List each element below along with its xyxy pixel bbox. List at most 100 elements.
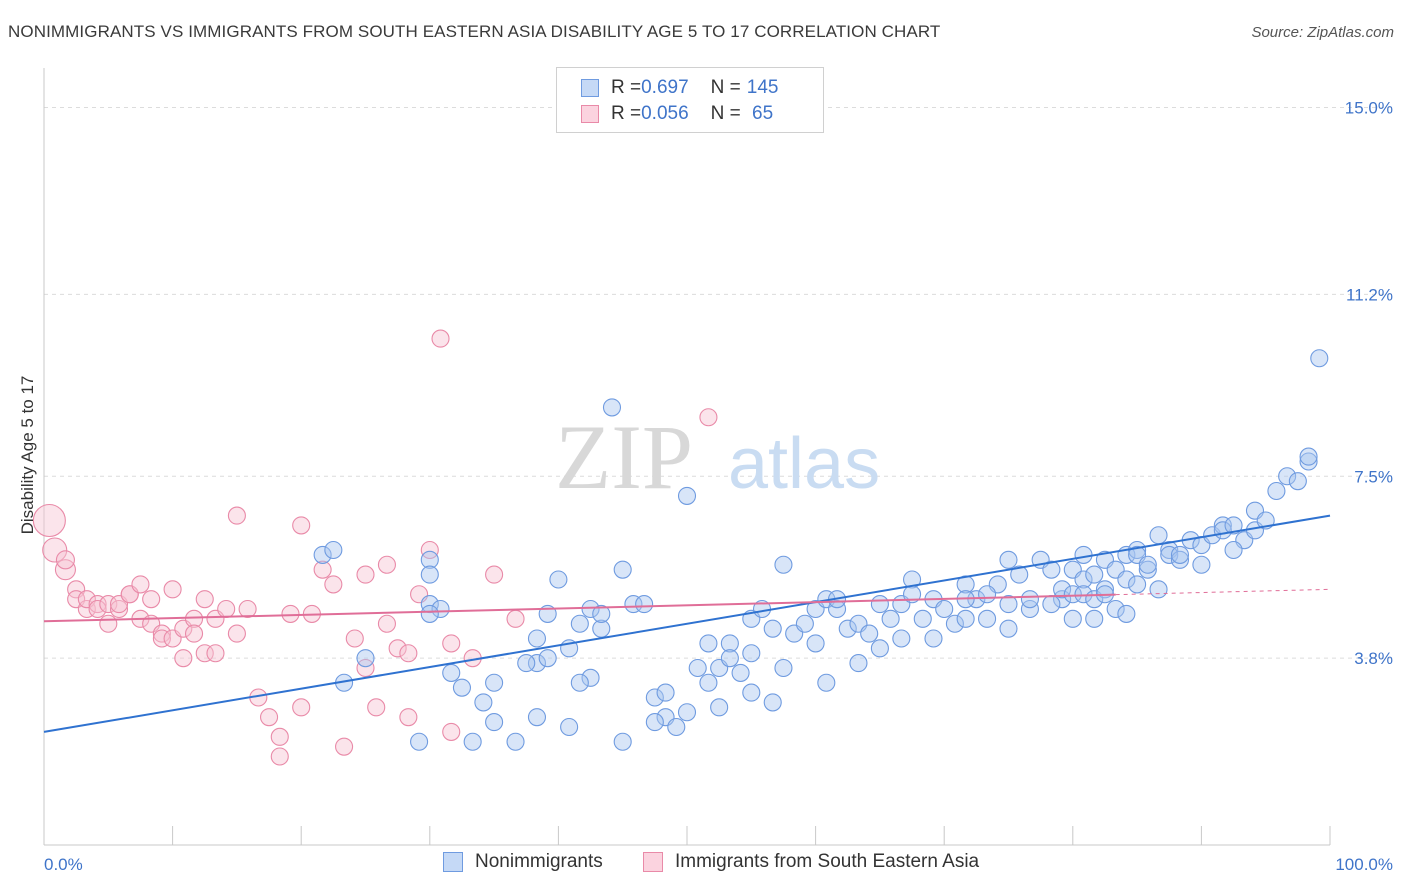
data-point [1278, 467, 1297, 486]
legend-row-nonimmigrants: R = 0.697 N = 145 [581, 76, 778, 100]
data-point [1106, 599, 1125, 619]
watermark-atlas: atlas [728, 424, 880, 504]
legend-label: Nonimmigrants [475, 851, 603, 872]
data-point [1299, 452, 1318, 471]
data-point [174, 649, 193, 668]
tick-labels: 3.8% 7.5% 11.2% 15.0% 0.0% 100.0% [44, 99, 1393, 875]
data-point [1224, 516, 1243, 535]
data-point [581, 599, 600, 619]
series-legend: Nonimmigrants Immigrants from South East… [0, 851, 1406, 877]
data-point [688, 658, 707, 678]
legend-n-value: 65 [746, 103, 774, 124]
data-point [1042, 595, 1061, 614]
data-point [924, 629, 943, 648]
data-point [1085, 565, 1104, 584]
data-point [420, 550, 439, 569]
data-point [1063, 609, 1082, 628]
data-point [109, 599, 129, 619]
y-tick-label: 11.2% [1346, 285, 1393, 304]
data-point [624, 595, 643, 614]
data-point [1267, 481, 1286, 501]
grid-lines [44, 107, 1395, 659]
data-point [538, 649, 557, 668]
data-point [1149, 526, 1168, 545]
trend-line-nonimmigrants [43, 514, 1331, 733]
data-point [431, 329, 450, 348]
y-tick-label: 7.5% [1354, 467, 1393, 486]
y-tick-label: 15.0% [1345, 99, 1393, 118]
data-point [1170, 550, 1190, 569]
data-point [560, 717, 579, 737]
data-point [870, 595, 889, 614]
data-point [1020, 599, 1039, 619]
x-tick-label: 0.0% [44, 855, 83, 874]
data-point [527, 629, 547, 648]
data-point [131, 575, 150, 594]
data-point [227, 624, 246, 643]
data-point [527, 654, 547, 673]
data-point [935, 599, 954, 619]
data-point [324, 575, 343, 594]
data-point [356, 658, 375, 678]
data-point [1074, 570, 1093, 589]
data-point [1095, 580, 1114, 599]
trend-lines [43, 514, 1331, 733]
data-point [710, 698, 729, 717]
data-point [1010, 565, 1029, 584]
data-point [99, 595, 118, 614]
data-point [1063, 585, 1082, 604]
data-point [442, 634, 461, 653]
data-point [1288, 472, 1307, 491]
data-point [999, 619, 1018, 638]
data-point [1224, 540, 1243, 560]
data-point [217, 599, 236, 619]
y-tick-label: 3.8% [1354, 649, 1393, 668]
data-point [645, 713, 664, 732]
data-point [474, 693, 493, 712]
data-point [377, 555, 396, 574]
data-point [838, 619, 857, 638]
data-point [592, 604, 611, 623]
data-point [420, 604, 439, 623]
data-point [238, 599, 257, 619]
legend-item-immigrants: Immigrants from South Eastern Asia [643, 851, 979, 873]
legend-label: Immigrants from South Eastern Asia [675, 851, 980, 872]
data-point [817, 673, 836, 692]
data-point [1053, 580, 1072, 599]
data-point [410, 732, 429, 751]
data-point [32, 503, 66, 538]
data-point [77, 599, 96, 619]
data-point [549, 570, 568, 589]
data-point [270, 727, 289, 746]
data-point [602, 398, 622, 417]
data-point [720, 649, 739, 668]
data-point [1170, 545, 1190, 564]
data-point [517, 654, 536, 673]
data-point [388, 639, 407, 658]
data-point [485, 673, 504, 692]
data-point [506, 609, 525, 628]
data-point [463, 732, 482, 751]
data-point [1149, 580, 1168, 599]
data-point [270, 747, 289, 766]
y-axis-label: Disability Age 5 to 17 [18, 376, 37, 535]
data-point [442, 663, 461, 682]
data-point [1042, 560, 1061, 579]
source-label: Source: ZipAtlas.com [1251, 24, 1394, 41]
data-point [699, 408, 718, 427]
data-points [32, 329, 1329, 766]
data-point [506, 732, 525, 751]
data-point [1074, 545, 1093, 564]
legend-row-immigrants: R = 0.056 N = 65 [581, 102, 773, 126]
data-point [699, 634, 718, 653]
data-point [860, 624, 879, 643]
data-point [184, 624, 204, 643]
legend-swatch-pink [581, 105, 599, 123]
trend-line-immigrants [43, 593, 1116, 623]
trend-line-immigrants-extension [1115, 588, 1331, 596]
data-point [656, 683, 675, 702]
legend-item-nonimmigrants: Nonimmigrants [443, 851, 603, 873]
data-point [292, 698, 311, 717]
data-point [184, 609, 204, 628]
